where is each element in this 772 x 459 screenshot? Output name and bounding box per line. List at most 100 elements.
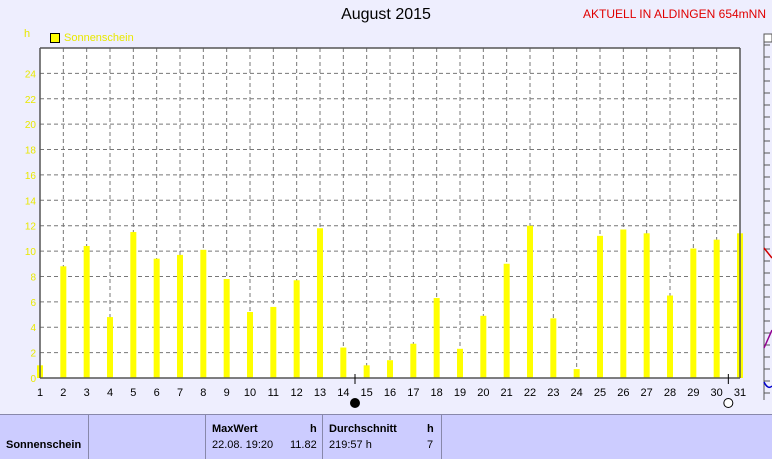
bar-day-30 [713, 239, 720, 378]
x-tick-label: 1 [37, 387, 43, 399]
x-tick-label: 22 [524, 387, 536, 399]
bar-day-27 [643, 233, 650, 378]
avg-header: Durchschnitt [329, 423, 397, 435]
legend-swatch [50, 33, 60, 43]
bar-day-26 [620, 229, 627, 378]
x-tick-label: 27 [641, 387, 653, 399]
blue-curve-fragment [763, 381, 772, 389]
x-tick-label: 21 [501, 387, 513, 399]
y-tick-label: 12 [25, 222, 37, 233]
avg-unit: h [427, 423, 434, 435]
red-curve-fragment [763, 247, 772, 259]
x-tick-label: 24 [571, 387, 583, 399]
bar-day-16 [387, 360, 393, 378]
x-tick-label: 19 [454, 387, 466, 399]
x-tick-label: 6 [154, 387, 160, 399]
x-tick-label: 5 [130, 387, 136, 399]
legend: Sonnenschein [50, 32, 134, 44]
bar-day-19 [457, 348, 463, 378]
y-tick-label: 2 [30, 349, 36, 360]
summary-label-cell: Sonnenschein [0, 415, 89, 459]
bar-day-9 [223, 279, 230, 378]
right-legend-box [763, 33, 772, 43]
y-tick-label: 16 [25, 171, 37, 182]
x-tick-label: 10 [244, 387, 256, 399]
x-tick-label: 11 [268, 387, 279, 399]
bar-day-23 [550, 318, 557, 378]
x-tick-label: 29 [687, 387, 699, 399]
x-tick-label: 14 [337, 387, 349, 399]
new-moon-icon [350, 398, 360, 408]
y-tick-label: 24 [25, 69, 37, 80]
x-tick-label: 20 [477, 387, 489, 399]
bar-day-12 [293, 280, 300, 378]
max-unit: h [310, 423, 317, 435]
max-datetime: 22.08. 19:20 [212, 439, 274, 451]
x-tick-label: 13 [314, 387, 326, 399]
x-tick-label: 15 [361, 387, 373, 399]
x-tick-label: 7 [177, 387, 183, 399]
bar-day-18 [433, 298, 440, 378]
legend-label: Sonnenschein [64, 32, 134, 44]
y-tick-label: 6 [30, 298, 36, 309]
max-header: MaxWert [212, 423, 258, 435]
x-tick-label: 16 [384, 387, 396, 399]
x-tick-label: 18 [431, 387, 443, 399]
bar-day-6 [153, 258, 160, 378]
y-tick-label: 8 [30, 272, 36, 283]
x-tick-label: 23 [547, 387, 559, 399]
bar-day-20 [480, 315, 487, 378]
x-tick-label: 26 [617, 387, 629, 399]
x-tick-label: 8 [200, 387, 206, 399]
x-tick-label: 17 [407, 387, 419, 399]
max-value: 11.82 [290, 439, 317, 451]
full-moon-icon [723, 398, 734, 408]
x-tick-label: 2 [60, 387, 66, 399]
x-tick-label: 12 [291, 387, 303, 399]
y-tick-label: 20 [25, 120, 37, 131]
x-tick-label: 28 [664, 387, 676, 399]
bar-day-15 [363, 365, 370, 378]
bar-day-7 [177, 254, 183, 378]
y-tick-label: 10 [25, 247, 37, 258]
bar-day-8 [200, 249, 207, 378]
bar-day-24 [573, 369, 580, 378]
bar-day-2 [60, 266, 67, 378]
purple-curve-fragment [763, 329, 772, 349]
station-label: AKTUELL IN ALDINGEN 654mNN [583, 7, 766, 21]
x-tick-label: 31 [734, 387, 746, 399]
bar-day-17 [410, 343, 417, 378]
bar-day-28 [667, 295, 673, 378]
avg-total: 219:57 h [329, 439, 372, 451]
summary-row-label: Sonnenschein [6, 439, 82, 451]
x-tick-label: 30 [711, 387, 723, 399]
summary-max-cell: MaxWert h 22.08. 19:20 11.82 [206, 415, 323, 459]
bar-day-11 [270, 306, 277, 378]
y-axis-unit: h [24, 28, 31, 40]
y-tick-label: 22 [25, 95, 37, 106]
bar-day-29 [690, 248, 697, 378]
x-tick-label: 25 [594, 387, 606, 399]
summary-empty-cell [89, 415, 206, 459]
bar-day-5 [130, 232, 137, 378]
bar-day-14 [340, 347, 347, 378]
avg-value: 7 [427, 439, 434, 451]
summary-avg-cell: Durchschnitt h 219:57 h 7 [323, 415, 442, 459]
y-tick-label: 14 [25, 196, 37, 207]
bar-day-25 [597, 235, 603, 378]
x-tick-label: 3 [84, 387, 90, 399]
bar-day-13 [317, 228, 323, 378]
bar-day-21 [503, 263, 510, 378]
chart-title: August 2015 [341, 6, 431, 23]
y-tick-label: 4 [30, 323, 36, 334]
bar-day-4 [107, 317, 113, 378]
y-tick-label: 18 [25, 146, 37, 157]
bar-day-22 [527, 225, 533, 378]
summary-panel: Sonnenschein MaxWert h 22.08. 19:20 11.8… [0, 414, 772, 459]
x-tick-label: 9 [224, 387, 230, 399]
bar-day-10 [247, 312, 253, 378]
bar-day-3 [83, 246, 90, 378]
x-tick-label: 4 [107, 387, 113, 399]
y-tick-label: 0 [30, 374, 36, 385]
